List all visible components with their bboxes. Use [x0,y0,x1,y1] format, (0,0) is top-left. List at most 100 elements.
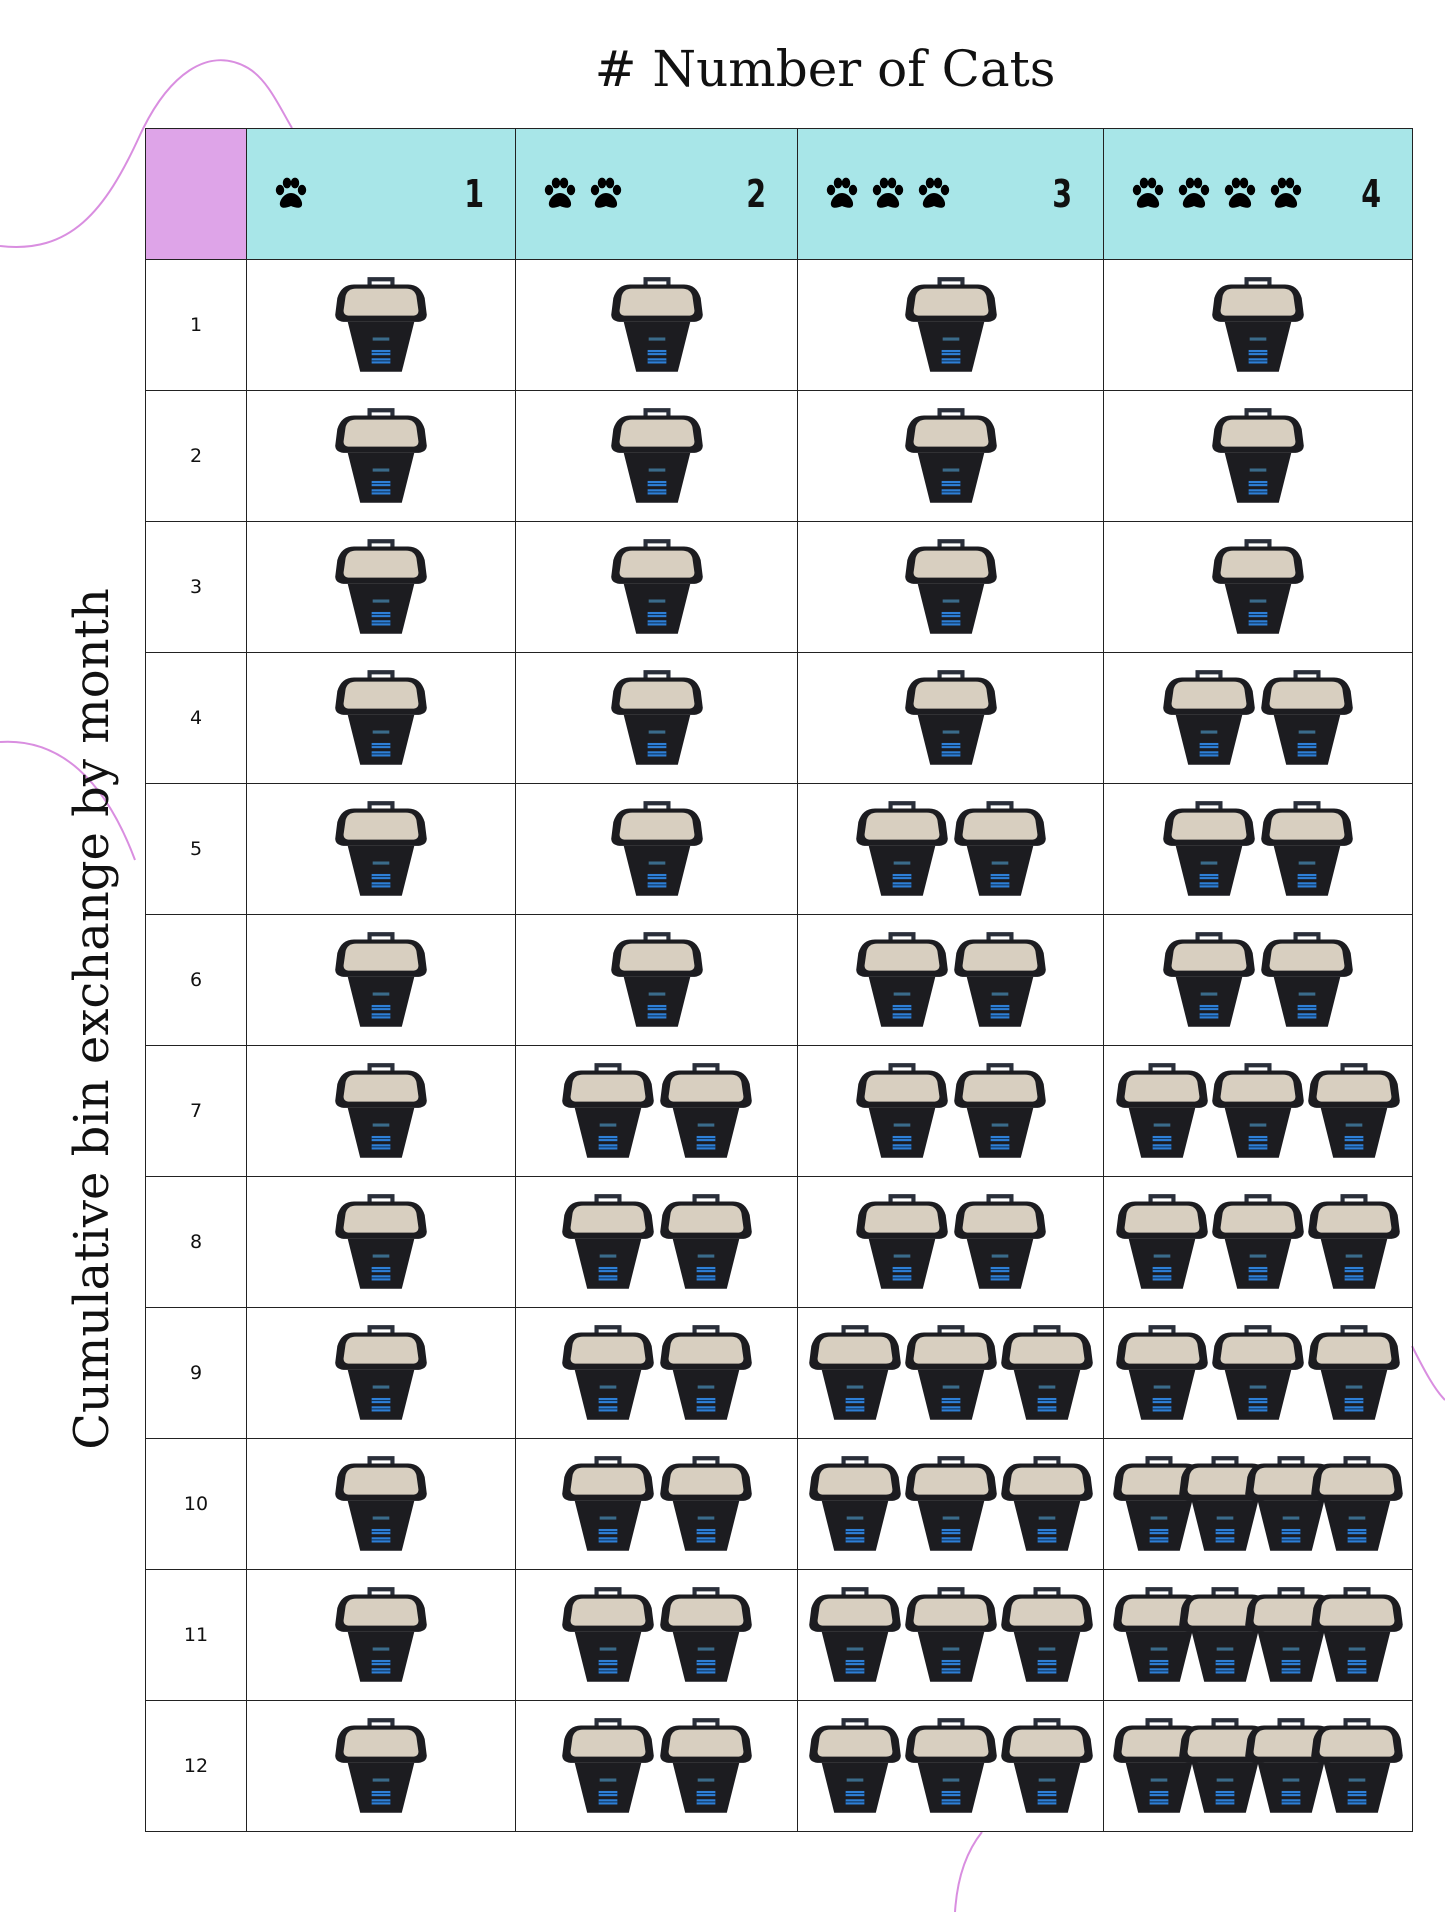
bin-group [1104,784,1412,914]
header-cats-1: 1 [246,128,516,260]
bin-cell [797,1307,1104,1439]
litter-bin-icon [995,1583,1099,1687]
bin-group [798,784,1103,914]
bin-group [247,1308,515,1438]
bin-cell [515,1307,798,1439]
cat-count-label: 4 [1360,172,1381,216]
bin-cell [797,259,1104,391]
litter-bin-icon [899,273,1003,377]
bin-group [516,522,797,652]
litter-bin-icon [850,797,954,901]
month-label: 8 [145,1176,247,1308]
litter-bin-icon [899,404,1003,508]
bin-cell [246,390,516,522]
table-row: 12 [145,1700,1413,1832]
litter-bin-icon [803,1583,907,1687]
bin-group [798,653,1103,783]
litter-bin-icon [556,1452,660,1556]
header-corner [145,128,247,260]
bin-cell [515,1700,798,1832]
bin-group [247,391,515,521]
bin-cell [797,1569,1104,1701]
paw-group [271,174,311,214]
litter-bin-icon [556,1059,660,1163]
litter-bin-icon [995,1452,1099,1556]
litter-bin-icon [995,1321,1099,1425]
bin-group [516,784,797,914]
litter-bin-icon [899,1321,1003,1425]
bin-group [1104,1046,1412,1176]
bin-group [247,784,515,914]
month-label: 3 [145,521,247,653]
litter-bin-icon [1206,1190,1310,1294]
litter-bin-icon [654,1059,758,1163]
bin-cell [797,1700,1104,1832]
bin-group [1104,522,1412,652]
litter-bin-icon [605,273,709,377]
bin-cell [797,521,1104,653]
bin-cell [797,1176,1104,1308]
bin-cell [797,1045,1104,1177]
bin-group [516,391,797,521]
table-row: 7 [145,1045,1413,1177]
bin-cell [797,390,1104,522]
bin-cell [1103,1569,1413,1701]
litter-bin-icon [850,928,954,1032]
litter-bin-icon [1302,1321,1406,1425]
bin-group [516,260,797,390]
paw-icon [1266,174,1306,214]
litter-bin-icon [329,797,433,901]
litter-bin-icon [1157,666,1261,770]
month-label: 9 [145,1307,247,1439]
bin-group [1104,1308,1412,1438]
bin-cell [1103,1307,1413,1439]
cat-count-label: 2 [745,172,766,216]
table-row: 6 [145,914,1413,1046]
paw-icon [271,174,311,214]
bin-group [798,915,1103,1045]
bin-cell [246,1569,516,1701]
litter-bin-icon [899,1583,1003,1687]
bin-group [1104,1177,1412,1307]
bin-cell [246,259,516,391]
litter-bin-icon [1305,1583,1409,1687]
bin-group [798,391,1103,521]
bin-group [247,522,515,652]
bin-group [1104,653,1412,783]
litter-bin-icon [605,928,709,1032]
table-row: 5 [145,783,1413,915]
litter-bin-icon [803,1452,907,1556]
header-row: 1 2 3 4 [145,128,1413,260]
bin-group [1104,1439,1412,1569]
bin-group [247,1177,515,1307]
litter-bin-icon [605,404,709,508]
bin-group [247,915,515,1045]
bin-cell [515,783,798,915]
cat-count-label: 3 [1051,172,1072,216]
chart-title: # Number of Cats [594,40,1056,98]
header-cats-3: 3 [797,128,1104,260]
paw-icon [1128,174,1168,214]
bin-cell [1103,914,1413,1046]
litter-bin-icon [995,1714,1099,1818]
bin-cell [515,1176,798,1308]
litter-bin-icon [899,666,1003,770]
bin-cell [797,914,1104,1046]
month-label: 5 [145,783,247,915]
litter-bin-icon [329,1452,433,1556]
bin-cell [246,1045,516,1177]
month-label: 1 [145,259,247,391]
litter-bin-icon [556,1714,660,1818]
litter-bin-icon [1206,535,1310,639]
table-row: 1 [145,259,1413,391]
litter-bin-icon [1157,797,1261,901]
month-label: 10 [145,1438,247,1570]
paw-icon [914,174,954,214]
litter-bin-icon [1110,1190,1214,1294]
litter-bin-icon [329,1583,433,1687]
y-axis-title: Cumulative bin exchange by month [64,588,120,1450]
litter-bin-icon [850,1190,954,1294]
bin-cell [797,783,1104,915]
litter-bin-icon [329,1714,433,1818]
bin-group [1104,260,1412,390]
